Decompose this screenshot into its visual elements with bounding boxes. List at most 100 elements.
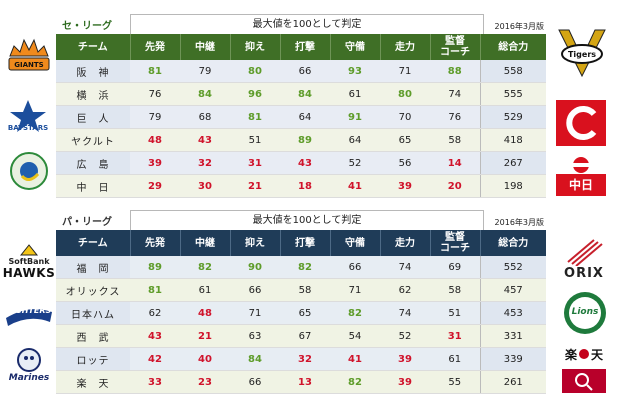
team-name: 中 日 [56,174,130,198]
central-header-2: 中継 [180,34,231,60]
stat-cell: 41 [330,174,380,198]
stat-cell: 41 [330,347,380,371]
stat-cell: 32 [180,151,230,175]
pacific-header-6: 走力 [380,230,431,256]
central-banner: 最大値を100として判定 [130,14,484,35]
stat-cell: 51 [230,128,280,152]
marines-text: Marines [8,373,50,383]
total-cell: 558 [479,60,546,83]
stat-cell: 20 [430,174,480,198]
stat-cell: 58 [280,278,330,302]
table-row: 中 日 29 30 21 18 41 39 20 198 [56,174,546,198]
total-cell: 331 [479,324,546,348]
stat-cell: 81 [230,105,280,129]
stat-cell: 40 [180,347,230,371]
stat-cell: 66 [330,256,380,279]
central-header-5: 守備 [330,34,381,60]
stat-cell: 67 [280,324,330,348]
stat-cell: 61 [180,278,230,302]
stat-cell: 82 [330,301,380,325]
rakuten-r-icon [579,349,589,359]
stat-cell: 61 [430,347,480,371]
team-name: 西 武 [56,324,130,348]
stat-cell: 61 [330,82,380,106]
total-cell: 261 [479,370,546,394]
central-date: 2016年3月版 [494,22,544,31]
stat-cell: 82 [330,370,380,394]
rakuten-logo: 楽 天 [558,342,610,396]
stat-cell: 91 [330,105,380,129]
stat-cell: 79 [180,60,230,83]
rakuten-char-2: 天 [591,347,604,362]
team-name: 楽 天 [56,370,130,394]
team-name: 日本ハム [56,301,130,325]
stat-cell: 89 [280,128,330,152]
stat-cell: 54 [330,324,380,348]
central-league-title: セ・リーグ [62,21,112,32]
pacific-league-title: パ・リーグ [62,217,112,228]
total-cell: 555 [479,82,546,106]
stat-cell: 93 [330,60,380,83]
swallows-logo [8,150,50,192]
stat-cell: 76 [130,82,180,106]
stat-cell: 30 [180,174,230,198]
table-row: 日本ハム 62 48 71 65 82 74 51 453 [56,301,546,325]
total-cell: 339 [479,347,546,371]
orix-text: ORIX [564,265,604,281]
stat-cell: 90 [230,256,280,279]
stat-cell: 43 [180,128,230,152]
stat-cell: 63 [230,324,280,348]
table-row: ロッテ 42 40 84 32 41 39 61 339 [56,347,546,371]
chunichi-logo-text: 中日 [568,178,593,192]
stat-cell: 81 [130,278,180,302]
stat-cell: 56 [380,151,430,175]
stat-cell: 89 [130,256,180,279]
stat-cell: 39 [130,151,180,175]
stat-cell: 58 [430,128,480,152]
fighters-logo: FIGHTERS [4,300,54,326]
stat-cell: 62 [380,278,430,302]
pacific-header-4: 打撃 [280,230,331,256]
pacific-table: チーム 先発 中継 抑え 打撃 守備 走力 監督 コーチ 総合力 福 岡 89 82 90 82 66 74 6… [56,230,546,394]
stat-cell: 81 [130,60,180,83]
table-row: 広 島 39 32 31 43 52 56 14 267 [56,151,546,175]
total-cell: 453 [479,301,546,325]
stat-cell: 51 [430,301,480,325]
pacific-date: 2016年3月版 [494,218,544,227]
team-name: ロッテ [56,347,130,371]
stat-cell: 65 [380,128,430,152]
stat-cell: 80 [380,82,430,106]
stat-cell: 76 [430,105,480,129]
total-cell: 457 [479,278,546,302]
team-name: 広 島 [56,151,130,175]
table-row: 西 武 43 21 63 67 54 52 31 331 [56,324,546,348]
stat-cell: 55 [430,370,480,394]
total-cell: 552 [479,256,546,279]
stat-cell: 48 [130,128,180,152]
pacific-banner: 最大値を100として判定 [130,210,484,231]
stat-cell: 64 [280,105,330,129]
table-row: 阪 神 81 79 80 66 93 71 88 558 [56,60,546,83]
stat-cell: 39 [380,370,430,394]
softbank-text: SoftBank [8,256,50,266]
central-header-3: 抑え [230,34,281,60]
stat-cell: 43 [130,324,180,348]
central-header-4: 打撃 [280,34,331,60]
pacific-header-3: 抑え [230,230,281,256]
team-name: 横 浜 [56,82,130,106]
table-row: 福 岡 89 82 90 82 66 74 69 552 [56,256,546,279]
stat-cell: 96 [230,82,280,106]
table-row: 横 浜 76 84 96 84 61 80 74 555 [56,82,546,106]
stat-cell: 31 [230,151,280,175]
central-header-0: チーム [56,34,131,60]
team-name: 阪 神 [56,60,130,83]
baystars-logo-text: BAYSTARS [7,124,49,132]
giants-logo: GIANTS [6,34,52,84]
stat-cell: 14 [430,151,480,175]
fighters-text: FIGHTERS [6,306,52,315]
stat-cell: 23 [180,370,230,394]
stat-cell: 18 [280,174,330,198]
table-row: 巨 人 79 68 81 64 91 70 76 529 [56,105,546,129]
stat-cell: 39 [380,174,430,198]
pacific-header-8: 総合力 [480,230,546,256]
